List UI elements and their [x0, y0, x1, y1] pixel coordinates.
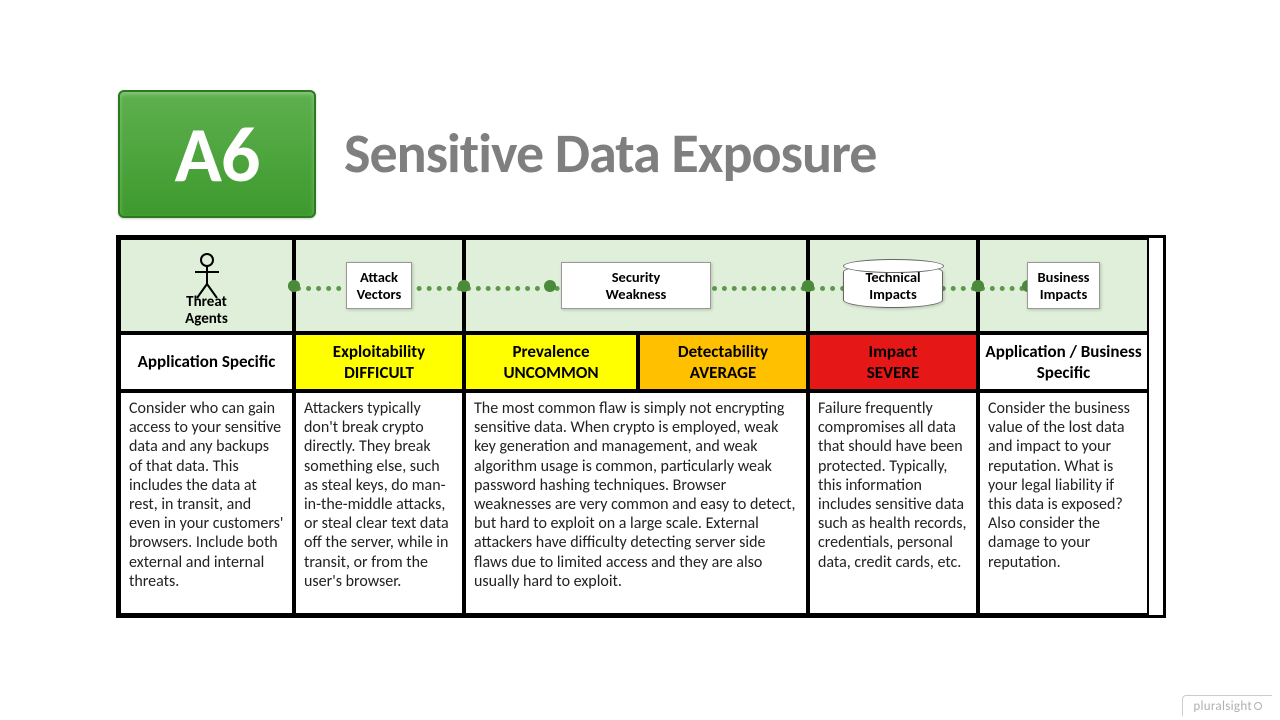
desc-threat-agents: Consider who can gain access to your sen… — [119, 391, 294, 615]
desc-attack-vectors: Attackers typically don't break crypto d… — [294, 391, 464, 615]
rating-detectability: DetectabilityAVERAGE — [638, 333, 808, 391]
rating-prevalence: PrevalenceUNCOMMON — [464, 333, 638, 391]
rating-exploitability: ExploitabilityDIFFICULT — [294, 333, 464, 391]
flow-threat-agents: ThreatAgents — [119, 238, 294, 333]
business-impacts-box: BusinessImpacts — [1027, 262, 1101, 309]
attack-vectors-box: AttackVectors — [346, 262, 413, 309]
flow-attack-vectors: AttackVectors — [294, 238, 464, 333]
desc-security-weakness: The most common flaw is simply not encry… — [464, 391, 808, 615]
security-weakness-box: SecurityWeakness — [561, 262, 711, 309]
rating-app-specific: Application Specific — [119, 333, 294, 391]
threat-agents-label: ThreatAgents — [121, 294, 292, 327]
flow-security-weakness: SecurityWeakness — [464, 238, 808, 333]
provider-logo: pluralsight — [1182, 695, 1272, 716]
technical-impacts-cylinder: TechnicalImpacts — [843, 264, 943, 308]
flow-business-impacts: BusinessImpacts — [978, 238, 1149, 333]
desc-business-impacts: Consider the business value of the lost … — [978, 391, 1149, 615]
flow-technical-impacts: TechnicalImpacts — [808, 238, 978, 333]
rating-business-specific: Application / Business Specific — [978, 333, 1149, 391]
rating-impact: ImpactSEVERE — [808, 333, 978, 391]
risk-code: A6 — [175, 107, 260, 202]
risk-table: ThreatAgents AttackVectors SecurityWeakn… — [116, 235, 1166, 618]
risk-badge: A6 — [118, 90, 316, 218]
page-title: Sensitive Data Exposure — [344, 120, 876, 188]
header: A6 Sensitive Data Exposure — [118, 90, 876, 218]
desc-technical-impacts: Failure frequently compromises all data … — [808, 391, 978, 615]
